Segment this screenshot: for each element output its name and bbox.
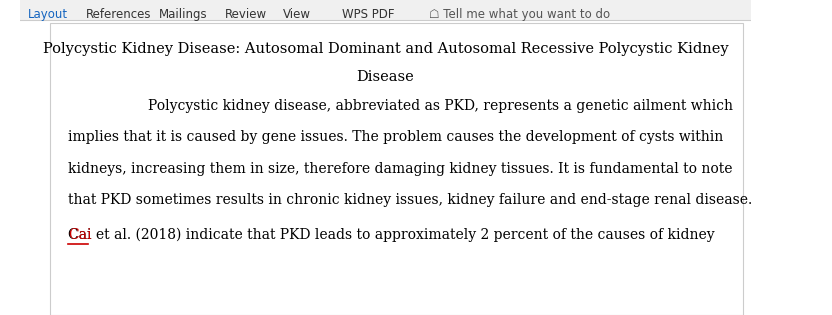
Text: Cai et al. (2018) indicate that PKD leads to approximately 2 percent of the caus: Cai et al. (2018) indicate that PKD lead… [68,227,715,242]
Text: View: View [283,8,311,21]
Text: that PKD sometimes results in chronic kidney issues, kidney failure and end-stag: that PKD sometimes results in chronic ki… [68,193,752,207]
FancyBboxPatch shape [21,0,750,20]
FancyBboxPatch shape [50,23,743,315]
Text: References: References [87,8,151,21]
Text: implies that it is caused by gene issues. The problem causes the development of : implies that it is caused by gene issues… [68,130,723,144]
Text: Cai: Cai [68,228,92,242]
Text: ☖ Tell me what you want to do: ☖ Tell me what you want to do [429,8,611,21]
Text: kidneys, increasing them in size, therefore damaging kidney tissues. It is funda: kidneys, increasing them in size, theref… [68,162,732,175]
Text: Mailings: Mailings [159,8,208,21]
Text: Polycystic Kidney Disease: Autosomal Dominant and Autosomal Recessive Polycystic: Polycystic Kidney Disease: Autosomal Dom… [42,42,728,56]
Text: Review: Review [225,8,267,21]
Text: Polycystic kidney disease, abbreviated as PKD, represents a genetic ailment whic: Polycystic kidney disease, abbreviated a… [148,99,733,112]
Text: WPS PDF: WPS PDF [342,8,394,21]
Text: Disease: Disease [357,70,414,84]
Text: Layout: Layout [27,8,68,21]
